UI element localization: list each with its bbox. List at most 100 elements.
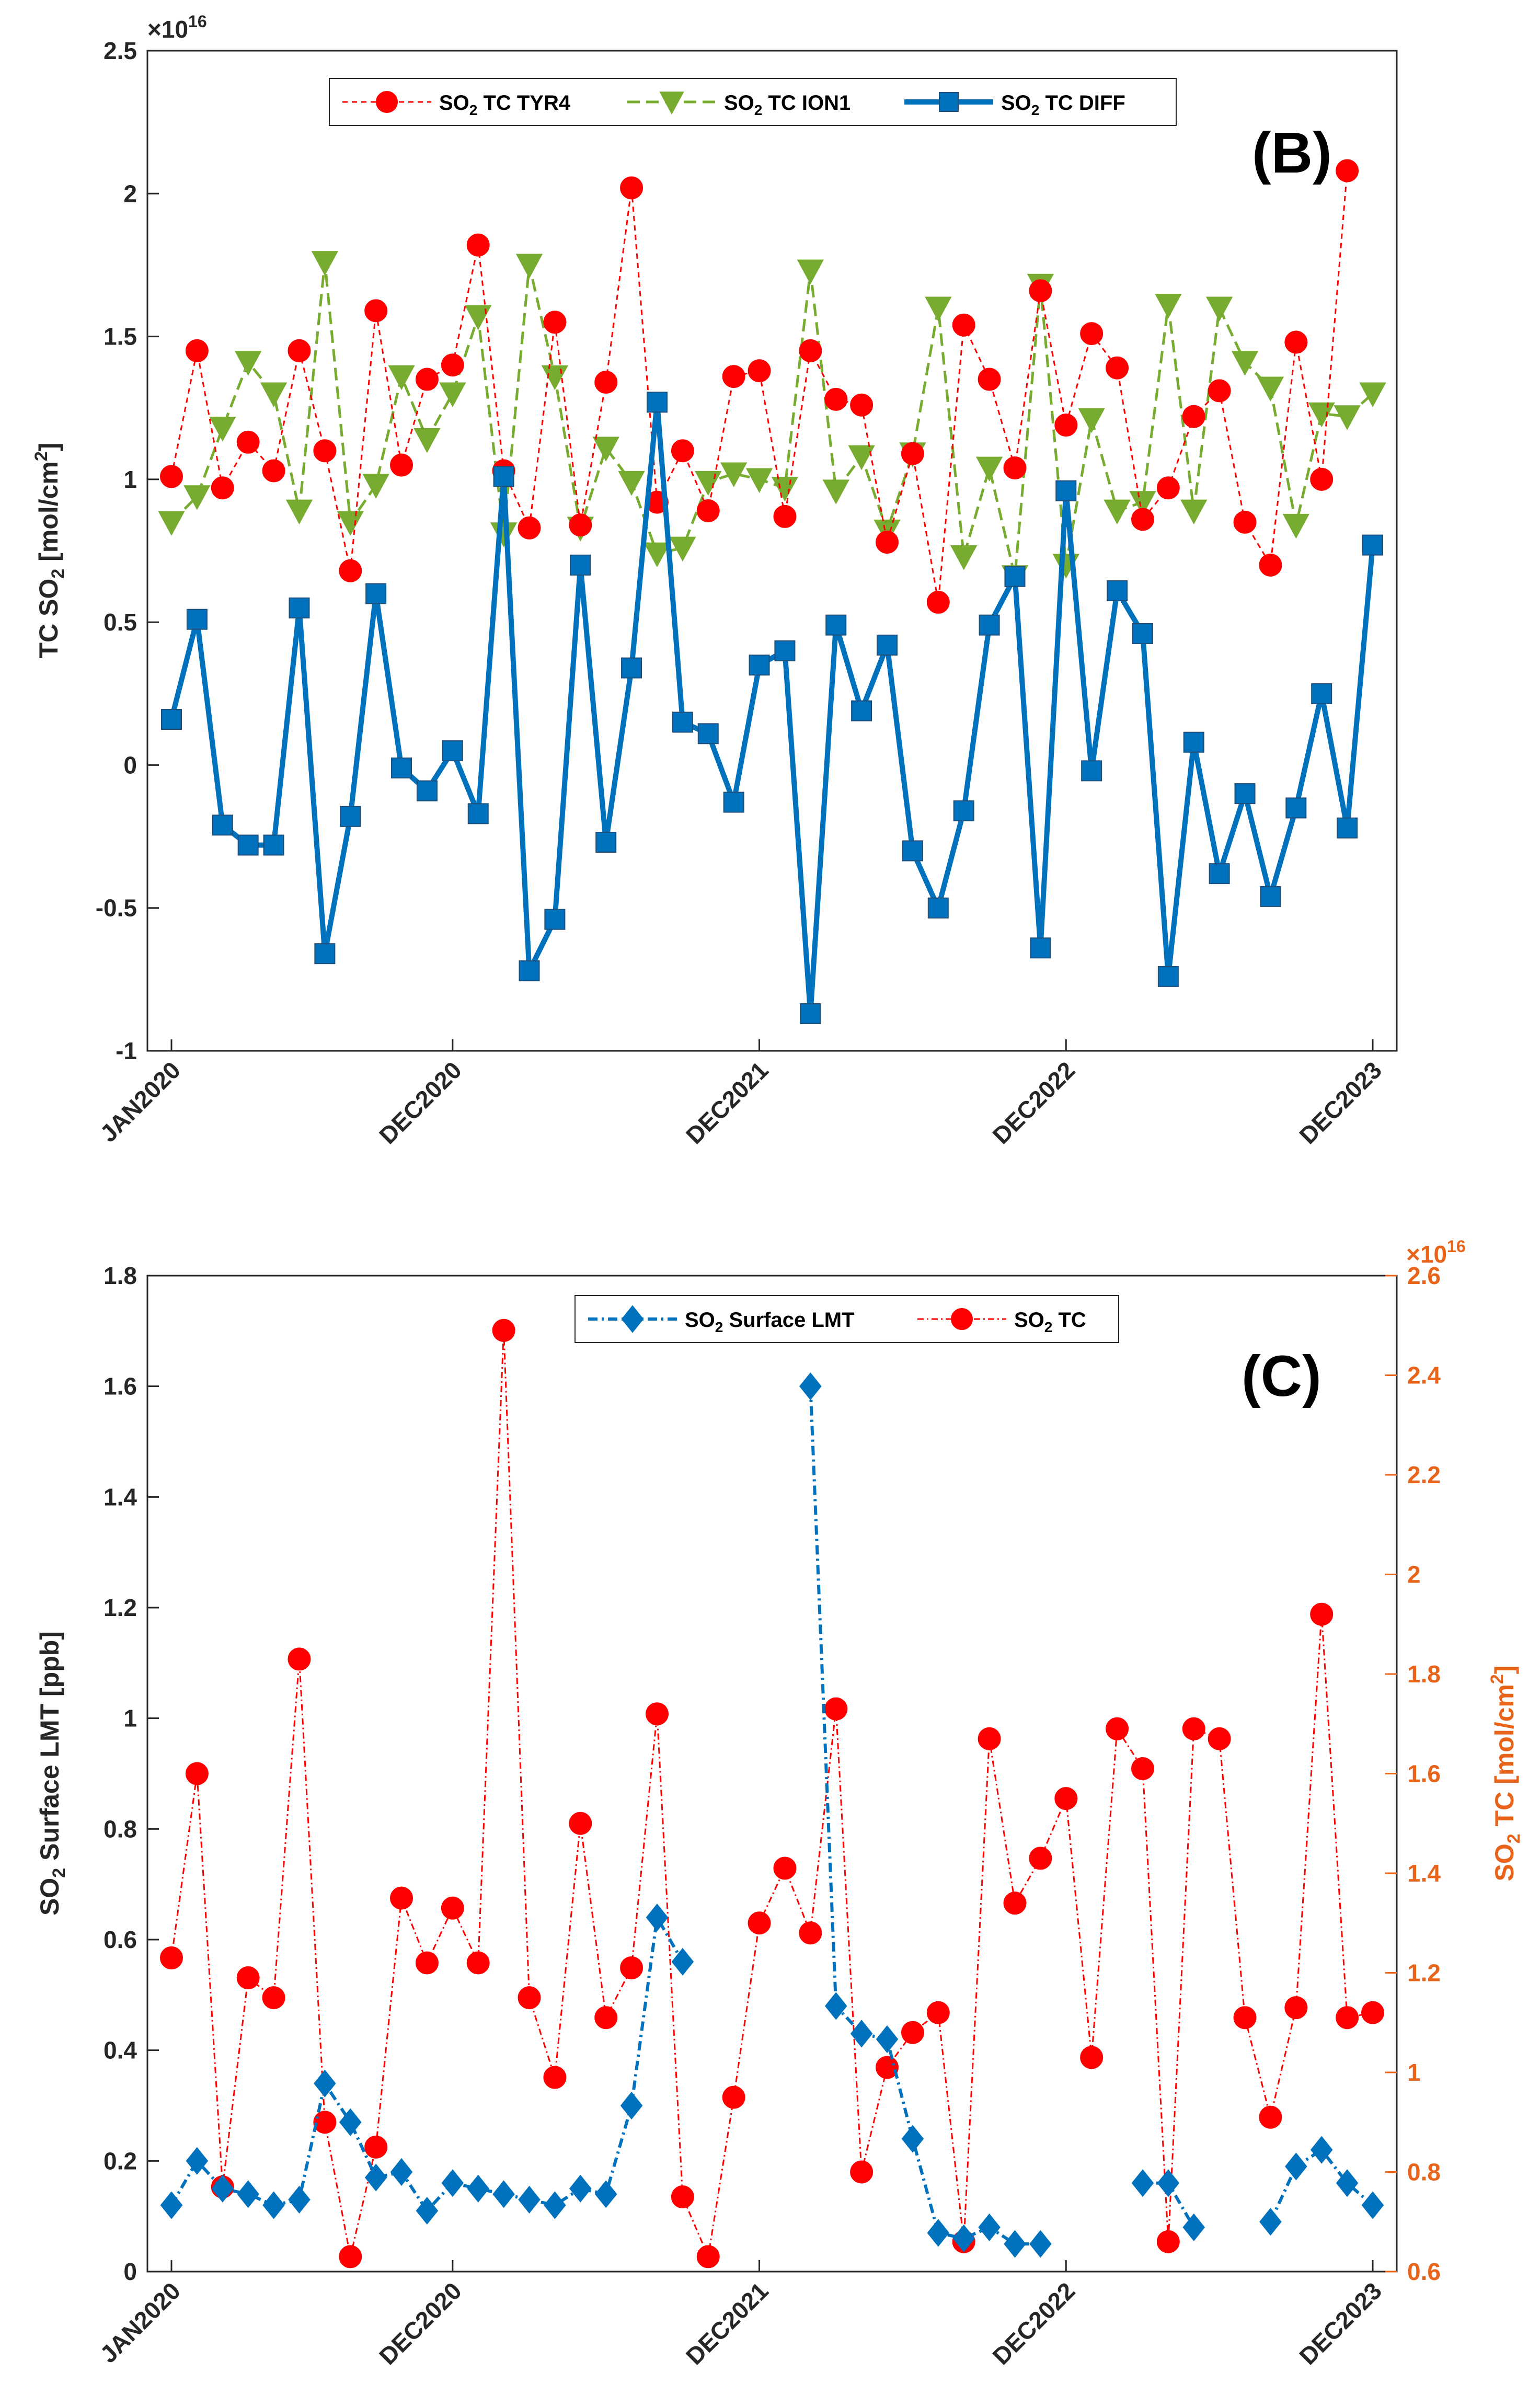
- tc-point: [799, 1921, 822, 1945]
- panel-c-exponent-base: ×10: [1406, 1241, 1447, 1268]
- y-tick-label: 0: [123, 2258, 137, 2285]
- legend-label-tc: SO2 TC: [1014, 1309, 1086, 1335]
- ion1-point: [975, 456, 1003, 482]
- surface-point: [544, 2191, 566, 2219]
- tc-point: [364, 2135, 388, 2159]
- legend-entry-diff: [904, 92, 993, 112]
- y-tick-label: 0.8: [104, 1815, 137, 1842]
- tc-point: [901, 2021, 924, 2044]
- tc-point: [671, 2185, 694, 2209]
- diff-point: [621, 657, 642, 679]
- ion1-point: [720, 462, 748, 488]
- x-tick-label: DEC2021: [681, 1056, 774, 1149]
- tc-point: [1361, 2001, 1384, 2024]
- surface-point: [211, 2174, 234, 2203]
- ion1-point: [848, 445, 875, 471]
- tc-point: [185, 1762, 209, 1785]
- surface-point: [876, 2025, 899, 2054]
- surface-point: [237, 2180, 259, 2208]
- tyr4-point: [1080, 322, 1104, 346]
- tyr4-point: [876, 531, 899, 554]
- y-tick-label: 2.6: [1407, 1262, 1441, 1289]
- tc-point: [876, 2056, 899, 2079]
- tc-point: [1106, 1717, 1129, 1740]
- surface-point: [416, 2196, 439, 2225]
- surface-point: [799, 1372, 822, 1401]
- y-tick-label: 0.8: [1407, 2159, 1441, 2186]
- diff-point: [1107, 580, 1128, 602]
- tyr4-point: [415, 368, 439, 391]
- panel-b-exponent-power: 16: [188, 12, 207, 31]
- tyr4-point: [569, 513, 592, 537]
- legend-marker: [621, 1305, 644, 1333]
- tyr4-point: [288, 339, 311, 362]
- y-tick-label: 1.4: [104, 1483, 137, 1510]
- ion1-point: [209, 417, 236, 442]
- tyr4-point: [748, 359, 771, 383]
- series-tc: [160, 1319, 1384, 2268]
- series-tyr4: [160, 159, 1359, 614]
- legend-entry-tc: [917, 1308, 1006, 1330]
- tc-point: [492, 1319, 515, 1342]
- y-tick-label: -0.5: [96, 895, 137, 922]
- y-tick-label: 1.8: [1407, 1660, 1441, 1688]
- y-tick-label: 2.5: [104, 37, 137, 64]
- diff-point: [263, 834, 284, 856]
- legend-entry-ion1: [627, 91, 716, 115]
- surface-point: [1361, 2191, 1384, 2219]
- surface-point: [1310, 2136, 1333, 2164]
- diff-point: [774, 640, 796, 661]
- diff-point: [391, 757, 412, 778]
- surface-point: [1157, 2169, 1180, 2197]
- y-tick-label: 1: [123, 466, 137, 493]
- tc-point: [978, 1727, 1001, 1750]
- ion1-point: [1359, 382, 1386, 407]
- tc-point: [1208, 1727, 1231, 1750]
- tc-point: [850, 2160, 874, 2184]
- tyr4-point: [1182, 405, 1205, 428]
- ion1-point: [260, 382, 288, 407]
- tyr4-point: [952, 313, 975, 337]
- surface-point: [620, 2091, 643, 2120]
- diff-point: [979, 614, 1000, 636]
- x-tick-label: DEC2023: [1294, 1056, 1387, 1149]
- ion1-point: [413, 428, 441, 453]
- diff-point: [825, 614, 847, 636]
- panel-b-label: (B): [1252, 121, 1332, 185]
- y-tick-label: 1: [123, 1705, 137, 1732]
- diff-point: [519, 960, 540, 981]
- tc-point: [415, 1951, 439, 1975]
- ion1-point: [1205, 296, 1233, 322]
- x-tick-label: JAN2020: [95, 1056, 186, 1147]
- diff-point: [212, 815, 233, 836]
- ion1-point: [925, 296, 952, 322]
- tc-point: [441, 1896, 464, 1920]
- ion1-point: [362, 474, 389, 499]
- tc-point: [1029, 1847, 1052, 1870]
- diff-point: [237, 834, 259, 856]
- diff-point: [1132, 623, 1153, 645]
- x-tick-label: DEC2023: [1294, 2277, 1387, 2370]
- diff-point: [340, 806, 361, 827]
- ion1-point: [235, 351, 262, 376]
- x-tick-label: DEC2020: [374, 1056, 467, 1149]
- panel-c-chart: 0 0.2 0.4 0.6 0.8 1 1.2 1.4 1.6 1.8 0.6 0.8 1 1.2 1.4…: [35, 1237, 1524, 2370]
- diff-point: [1004, 566, 1026, 587]
- tc-point: [313, 2111, 337, 2134]
- tyr4-point: [901, 442, 924, 465]
- y-tick-label: 1.4: [1407, 1860, 1441, 1887]
- tyr4-point: [671, 439, 694, 463]
- diff-point: [1030, 937, 1051, 959]
- tyr4-point: [339, 559, 362, 582]
- ion1-point: [1257, 376, 1284, 402]
- tyr4-point: [236, 430, 260, 454]
- panel-c-plot-area: [146, 1275, 1398, 2273]
- legend-entry-surface: [588, 1305, 677, 1333]
- tc-point: [160, 1946, 183, 1969]
- tyr4-point: [1156, 476, 1180, 500]
- x-tick-label: DEC2020: [374, 2277, 467, 2370]
- surface-point: [314, 2069, 336, 2097]
- panel-b-exponent-base: ×10: [147, 16, 188, 43]
- tyr4-point: [1106, 356, 1129, 380]
